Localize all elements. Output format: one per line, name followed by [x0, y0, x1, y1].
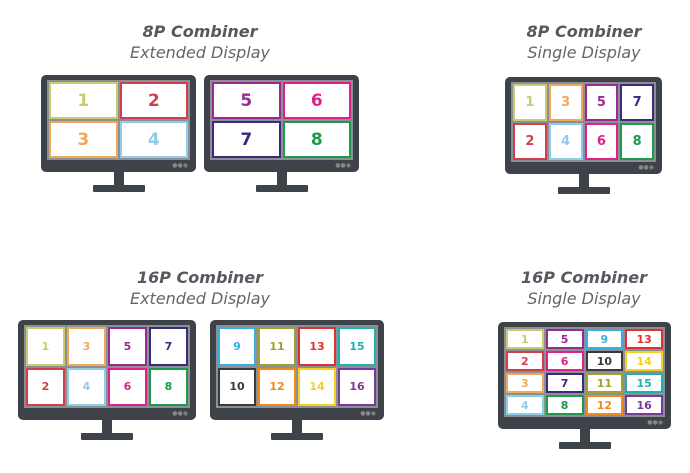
port-tile-1: 1 [49, 82, 118, 119]
port-tile-16: 16 [338, 367, 376, 406]
monitor-stand-neck [292, 420, 302, 434]
monitor-stand-neck [113, 172, 124, 186]
monitor: 9 11 13 15 10 12 14 16 ●●◉ [210, 320, 384, 442]
port-tile-14: 14 [298, 367, 336, 406]
power-button-icon: ●●◉ [360, 410, 376, 417]
subtitle: Single Display [527, 289, 641, 308]
title: 16P Combiner [136, 268, 264, 287]
group-title-16p-extended: 16P Combiner Extended Display [50, 268, 350, 310]
power-button-icon: ●●◉ [638, 164, 654, 171]
monitor-screen: 1 5 9 13 2 6 10 14 3 7 11 15 4 8 12 16 [504, 327, 665, 417]
port-tile-5: 5 [584, 84, 619, 121]
port-tile-3: 3 [67, 327, 106, 366]
monitor-bezel: 1 2 3 4 ●●◉ [41, 75, 196, 172]
port-tile-2: 2 [513, 123, 547, 160]
port-tile-11: 11 [258, 327, 296, 366]
monitor: 5 6 7 8 ●●◉ [204, 75, 359, 194]
port-tile-3: 3 [49, 121, 118, 158]
port-tile-2: 2 [506, 351, 544, 371]
port-tile-9: 9 [585, 329, 624, 349]
port-tile-7: 7 [149, 327, 188, 366]
port-tile-8: 8 [545, 395, 584, 415]
group-title-8p-extended: 8P Combiner Extended Display [50, 22, 350, 64]
monitor-bezel: 1 3 5 7 2 4 6 8 ●●◉ [505, 77, 662, 174]
port-tile-11: 11 [585, 373, 624, 393]
power-button-icon: ●●◉ [647, 419, 663, 426]
port-tile-4: 4 [548, 123, 583, 160]
port-tile-6: 6 [282, 82, 351, 119]
port-tile-5: 5 [108, 327, 147, 366]
monitor-bezel: 5 6 7 8 ●●◉ [204, 75, 359, 172]
monitor: 1 3 5 7 2 4 6 8 ●●◉ [18, 320, 196, 442]
monitor-stand-base [557, 187, 610, 194]
port-tile-10: 10 [585, 351, 624, 371]
power-button-icon: ●●◉ [335, 162, 351, 169]
monitor-stand-neck [578, 174, 589, 188]
port-tile-13: 13 [625, 329, 663, 349]
port-tile-8: 8 [149, 367, 188, 406]
monitor-stand-neck [276, 172, 287, 186]
power-button-icon: ●●◉ [172, 410, 188, 417]
monitor-stand-neck [102, 420, 112, 434]
port-tile-2: 2 [119, 82, 188, 119]
group-title-8p-single: 8P Combiner Single Display [434, 22, 690, 64]
port-tile-15: 15 [625, 373, 663, 393]
port-tile-7: 7 [545, 373, 584, 393]
port-tile-13: 13 [298, 327, 336, 366]
title: 8P Combiner [142, 22, 258, 41]
subtitle: Extended Display [129, 43, 271, 62]
port-tile-6: 6 [108, 367, 147, 406]
port-tile-6: 6 [584, 123, 619, 160]
monitor-stand-base [271, 433, 323, 440]
port-tile-1: 1 [506, 329, 544, 349]
monitor-stand-base [81, 433, 133, 440]
monitor: 1 5 9 13 2 6 10 14 3 7 11 15 4 8 12 16 ●●◉ [498, 322, 671, 451]
port-tile-1: 1 [26, 327, 65, 366]
port-tile-16: 16 [625, 395, 663, 415]
port-tile-7: 7 [212, 121, 281, 158]
monitor-screen: 9 11 13 15 10 12 14 16 [216, 325, 378, 408]
port-tile-5: 5 [545, 329, 584, 349]
port-tile-1: 1 [513, 84, 547, 121]
port-tile-12: 12 [258, 367, 296, 406]
subtitle: Single Display [527, 43, 641, 62]
port-tile-3: 3 [506, 373, 544, 393]
port-tile-9: 9 [218, 327, 256, 366]
port-tile-12: 12 [585, 395, 624, 415]
port-tile-2: 2 [26, 367, 65, 406]
port-tile-6: 6 [545, 351, 584, 371]
monitor-bezel: 9 11 13 15 10 12 14 16 ●●◉ [210, 320, 384, 420]
title: 8P Combiner [526, 22, 642, 41]
port-tile-15: 15 [338, 327, 376, 366]
port-tile-4: 4 [67, 367, 106, 406]
title: 16P Combiner [520, 268, 648, 287]
monitor-stand-base [255, 185, 308, 192]
monitor-stand-base [92, 185, 145, 192]
monitor-stand-base [558, 442, 611, 449]
port-tile-7: 7 [620, 84, 654, 121]
monitor-bezel: 1 3 5 7 2 4 6 8 ●●◉ [18, 320, 196, 420]
port-tile-3: 3 [548, 84, 583, 121]
port-tile-4: 4 [506, 395, 544, 415]
power-button-icon: ●●◉ [172, 162, 188, 169]
port-tile-4: 4 [119, 121, 188, 158]
port-tile-5: 5 [212, 82, 281, 119]
port-tile-10: 10 [218, 367, 256, 406]
monitor-bezel: 1 5 9 13 2 6 10 14 3 7 11 15 4 8 12 16 ●●◉ [498, 322, 671, 429]
port-tile-8: 8 [620, 123, 654, 160]
monitor: 1 3 5 7 2 4 6 8 ●●◉ [505, 77, 662, 196]
subtitle: Extended Display [129, 289, 271, 308]
port-tile-8: 8 [282, 121, 351, 158]
monitor-stand-neck [579, 429, 590, 443]
monitor: 1 2 3 4 ●●◉ [41, 75, 196, 194]
port-tile-14: 14 [625, 351, 663, 371]
group-title-16p-single: 16P Combiner Single Display [434, 268, 690, 310]
